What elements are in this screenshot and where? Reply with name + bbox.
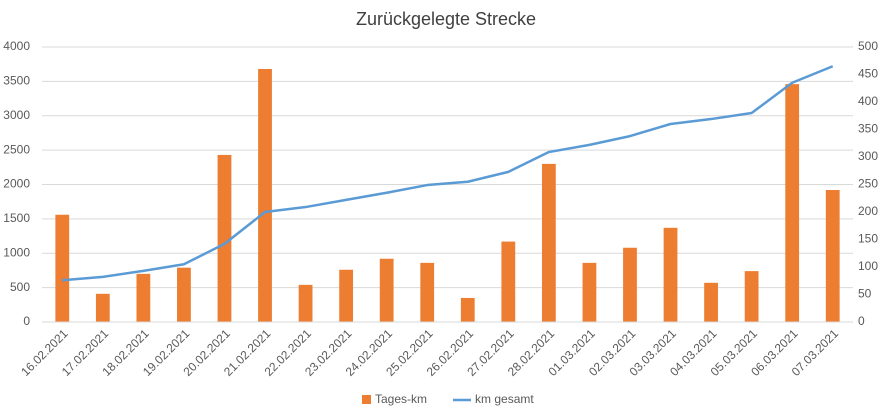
y-tick-label: 0	[23, 314, 30, 328]
bar	[420, 262, 435, 322]
bar	[785, 84, 800, 322]
bar	[339, 269, 354, 322]
bar	[298, 284, 313, 322]
legend-label: Tages-km	[375, 392, 427, 406]
bar	[623, 247, 637, 322]
line	[62, 65, 834, 282]
y2-tick-label: 350	[858, 122, 878, 136]
bar	[136, 273, 151, 322]
bar	[704, 282, 718, 322]
y2-tick-label: 100	[858, 259, 878, 273]
bar	[217, 154, 232, 322]
legend-swatch	[362, 395, 371, 404]
y2-tick-label: 250	[858, 177, 878, 191]
bar	[501, 241, 516, 322]
y-tick-label: 2000	[3, 177, 30, 191]
y2-tick-label: 200	[858, 204, 878, 218]
y2-tick-label: 300	[858, 149, 878, 163]
y2-tick-label: 500	[858, 39, 878, 53]
legend-label: km gesamt	[475, 392, 534, 406]
bar	[582, 262, 597, 322]
y-tick-label: 1500	[3, 211, 30, 225]
y-tick-label: 1000	[3, 245, 30, 259]
y-tick-label: 3000	[3, 108, 30, 122]
y-tick-label: 4000	[3, 39, 30, 53]
bar	[177, 267, 191, 322]
y2-tick-label: 150	[858, 232, 878, 246]
bar	[663, 227, 678, 322]
bar	[460, 297, 475, 322]
chart-title: Zurückgelegte Strecke	[356, 9, 536, 29]
bar	[825, 190, 840, 322]
y-tick-label: 2500	[3, 142, 30, 156]
bar	[55, 214, 70, 322]
bar	[379, 258, 394, 322]
y2-tick-label: 450	[858, 67, 878, 81]
y-tick-label: 500	[10, 280, 30, 294]
bar	[744, 271, 759, 322]
bar	[258, 69, 272, 322]
y2-tick-label: 0	[858, 314, 865, 328]
bar	[541, 163, 556, 322]
bar	[95, 293, 110, 322]
y-tick-label: 3500	[3, 74, 30, 88]
y2-tick-label: 50	[858, 287, 872, 301]
y2-tick-label: 400	[858, 94, 878, 108]
